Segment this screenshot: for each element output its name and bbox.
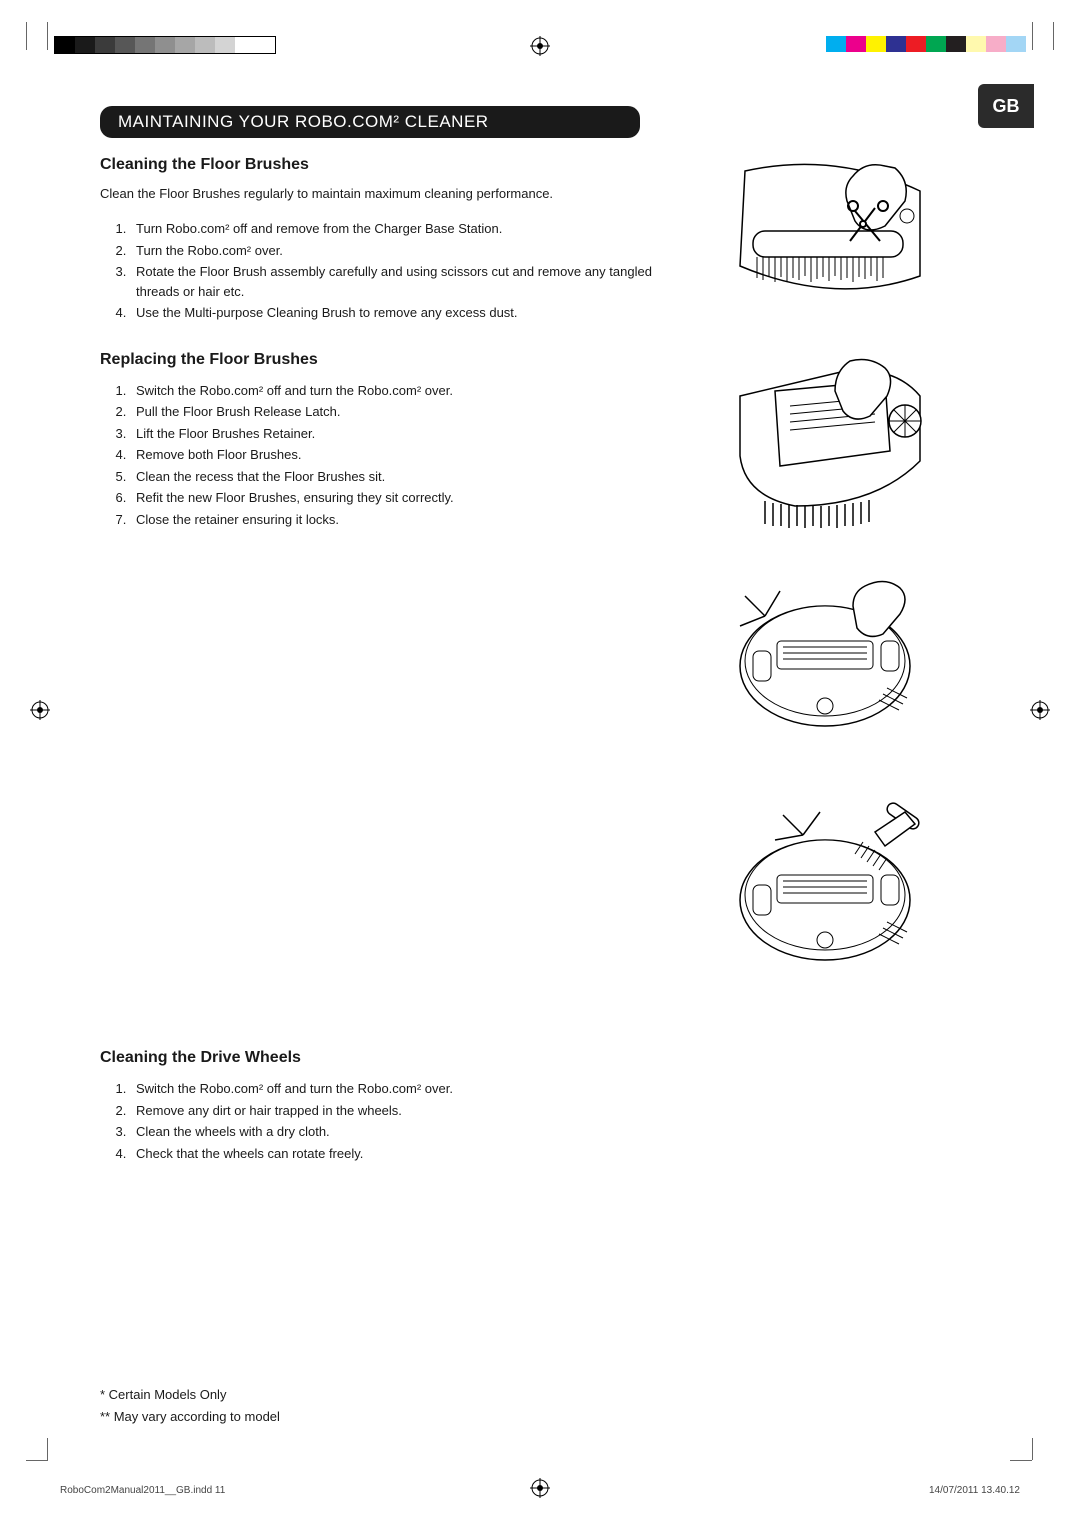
swatch [255, 37, 275, 53]
swatch [195, 37, 215, 53]
swatch [826, 36, 846, 52]
swatch [886, 36, 906, 52]
step-item: Pull the Floor Brush Release Latch. [130, 402, 660, 422]
footnote-b: ** May vary according to model [100, 1406, 280, 1428]
subheading-cleaning-brushes: Cleaning the Floor Brushes [100, 156, 660, 174]
swatch [215, 37, 235, 53]
step-item: Turn Robo.com² off and remove from the C… [130, 219, 660, 239]
illustration-robot-underside-lift [735, 556, 925, 746]
swatch [235, 37, 255, 53]
steps-list-drive-wheels: Switch the Robo.com² off and turn the Ro… [100, 1079, 660, 1163]
swatch [175, 37, 195, 53]
swatch [966, 36, 986, 52]
swatch [906, 36, 926, 52]
step-item: Remove any dirt or hair trapped in the w… [130, 1101, 660, 1121]
intro-text: Clean the Floor Brushes regularly to mai… [100, 186, 660, 201]
swatch [846, 36, 866, 52]
step-item: Clean the wheels with a dry cloth. [130, 1122, 660, 1142]
steps-list-replacing-brushes: Switch the Robo.com² off and turn the Ro… [100, 381, 660, 530]
swatch [115, 37, 135, 53]
swatch [95, 37, 115, 53]
swatch [866, 36, 886, 52]
swatch [1006, 36, 1026, 52]
crop-mark-icon [18, 1438, 48, 1468]
registration-mark-icon [530, 1478, 550, 1498]
steps-list-cleaning-brushes: Turn Robo.com² off and remove from the C… [100, 219, 660, 323]
illustration-scissors-brush [735, 156, 925, 346]
registration-mark-icon [1030, 700, 1050, 720]
illustration-clean-wheels [735, 790, 925, 980]
step-item: Check that the wheels can rotate freely. [130, 1144, 660, 1164]
swatch [946, 36, 966, 52]
process-colorbar [826, 36, 1026, 52]
swatch [55, 37, 75, 53]
step-item: Close the retainer ensuring it locks. [130, 510, 660, 530]
footnotes: * Certain Models Only ** May vary accord… [100, 1384, 280, 1428]
step-item: Refit the new Floor Brushes, ensuring th… [130, 488, 660, 508]
step-item: Lift the Floor Brushes Retainer. [130, 424, 660, 444]
language-tab: GB [978, 84, 1034, 128]
step-item: Use the Multi-purpose Cleaning Brush to … [130, 303, 660, 323]
step-item: Rotate the Floor Brush assembly carefull… [130, 262, 660, 301]
illustrations-column [680, 156, 980, 1191]
swatch [155, 37, 175, 53]
swatch [986, 36, 1006, 52]
subheading-drive-wheels: Cleaning the Drive Wheels [100, 1049, 660, 1067]
grayscale-colorbar [54, 36, 276, 54]
swatch [75, 37, 95, 53]
step-item: Turn the Robo.com² over. [130, 241, 660, 261]
step-item: Clean the recess that the Floor Brushes … [130, 467, 660, 487]
illustration-release-latch [735, 356, 925, 546]
step-item: Switch the Robo.com² off and turn the Ro… [130, 1079, 660, 1099]
page-content: MAINTAINING YOUR ROBO.COM² CLEANER Clean… [100, 106, 980, 1191]
print-slug-filename: RoboCom2Manual2011__GB.indd 11 [60, 1485, 225, 1496]
crop-mark-icon [1032, 1438, 1062, 1468]
registration-mark-icon [30, 700, 50, 720]
registration-mark-icon [530, 36, 550, 56]
step-item: Switch the Robo.com² off and turn the Ro… [130, 381, 660, 401]
subheading-replacing-brushes: Replacing the Floor Brushes [100, 351, 660, 369]
footnote-a: * Certain Models Only [100, 1384, 280, 1406]
section-header: MAINTAINING YOUR ROBO.COM² CLEANER [100, 106, 640, 138]
swatch [135, 37, 155, 53]
step-item: Remove both Floor Brushes. [130, 445, 660, 465]
swatch [926, 36, 946, 52]
print-slug-datetime: 14/07/2011 13.40.12 [929, 1485, 1020, 1496]
text-column: Cleaning the Floor Brushes Clean the Flo… [100, 156, 660, 1191]
